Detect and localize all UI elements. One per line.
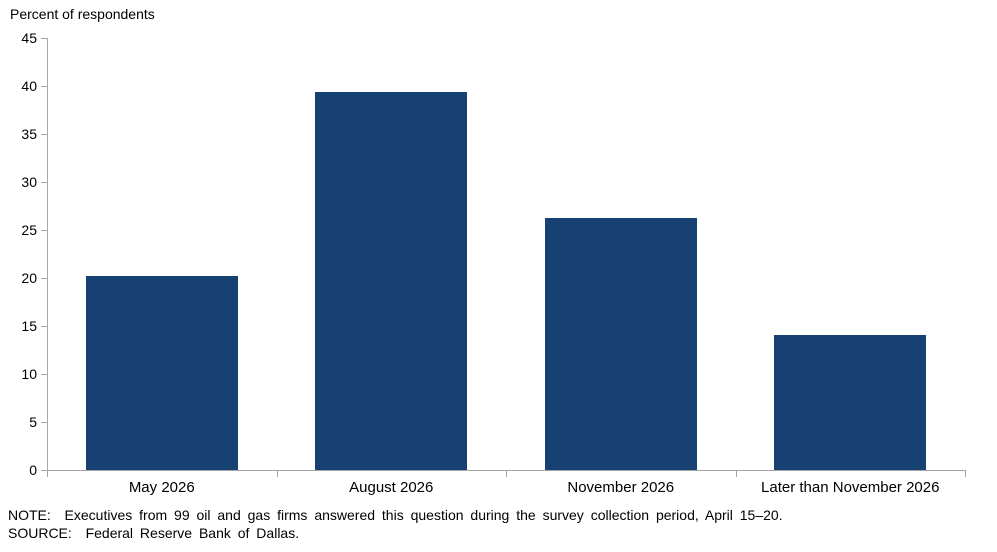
chart-note: NOTE: Executives from 99 oil and gas fir… [8, 507, 783, 523]
y-axis-tick-label: 15 [21, 318, 37, 334]
y-axis-tick-mark [41, 38, 47, 39]
x-axis-tick-mark [276, 471, 278, 477]
x-axis-category-label: May 2026 [128, 479, 195, 496]
bar-may-2026 [85, 276, 238, 470]
chart-source: SOURCE: Federal Reserve Bank of Dallas. [8, 525, 300, 541]
y-axis-tick-label: 20 [21, 270, 37, 286]
y-axis-tick-mark [41, 374, 47, 375]
y-axis-tick-mark [41, 422, 47, 423]
y-axis-line [47, 38, 48, 471]
y-axis-tick-label: 5 [29, 414, 37, 430]
y-axis-tick-mark [41, 86, 47, 87]
x-axis-tick-mark [735, 471, 737, 477]
y-axis-tick-mark [41, 134, 47, 135]
y-axis-tick-mark [41, 326, 47, 327]
x-axis-tick-mark [965, 471, 966, 477]
y-axis-tick-mark [41, 278, 47, 279]
y-axis-tick-mark [41, 182, 47, 183]
y-axis-tick-label: 40 [21, 78, 37, 94]
chart-title: Percent of respondents [10, 6, 155, 22]
y-axis-tick-label: 35 [21, 126, 37, 142]
y-axis-tick-mark [41, 470, 47, 471]
y-axis-tick-mark [41, 230, 47, 231]
bar-november-2026 [544, 217, 697, 470]
x-axis-tick-mark [506, 471, 507, 477]
y-axis-tick-label: 45 [21, 30, 37, 46]
y-axis-tick-label: 10 [21, 366, 37, 382]
x-axis-line [47, 470, 966, 471]
y-axis-tick-label: 30 [21, 174, 37, 190]
x-axis-tick-mark [47, 471, 48, 477]
x-axis-category-label: November 2026 [567, 479, 675, 496]
bar-august-2026 [315, 91, 468, 470]
y-axis-tick-label: 25 [21, 222, 37, 238]
x-axis-category-label: Later than November 2026 [761, 479, 940, 496]
x-axis-category-label: August 2026 [349, 479, 434, 496]
y-axis-tick-label: 0 [29, 462, 37, 478]
bar-later-than-november-2026 [774, 334, 927, 470]
